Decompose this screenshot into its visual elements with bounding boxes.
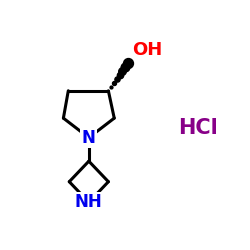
Text: N: N [82,129,96,147]
Text: NH: NH [75,193,103,211]
Text: HCl: HCl [178,118,218,138]
Text: OH: OH [132,40,162,58]
